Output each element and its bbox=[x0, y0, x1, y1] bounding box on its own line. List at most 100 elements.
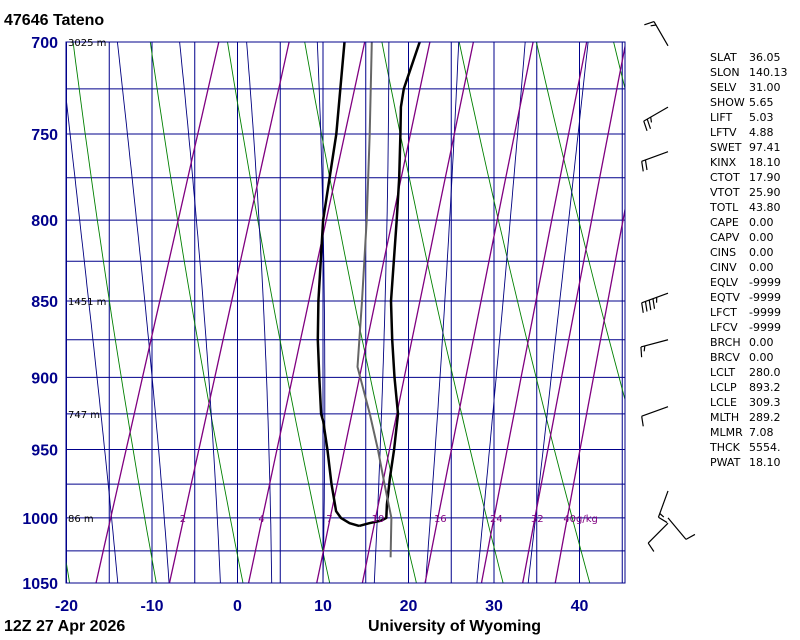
barb-feather bbox=[646, 118, 652, 129]
temperature-tick-label: -10 bbox=[140, 598, 163, 615]
barb-staff bbox=[641, 151, 669, 162]
index-key: SLON bbox=[710, 66, 740, 79]
index-key: MLMR bbox=[710, 426, 743, 439]
observation-time: 12Z 27 Apr 2026 bbox=[4, 618, 126, 635]
barb-staff bbox=[641, 406, 669, 417]
index-row-pwat: PWAT 18.10 bbox=[710, 455, 788, 470]
index-row-show: SHOW 5.65 bbox=[710, 95, 788, 110]
index-key: CTOT bbox=[710, 171, 740, 184]
wind-barb bbox=[667, 517, 696, 540]
barb-feather bbox=[641, 161, 644, 172]
adiabat-lines bbox=[66, 42, 625, 583]
organization-label: University of Wyoming bbox=[368, 618, 542, 635]
barb-feather bbox=[644, 20, 655, 26]
pressure-tick-label: 700 bbox=[31, 35, 58, 52]
index-row-mlth: MLTH 289.2 bbox=[710, 410, 788, 425]
moist-adiabat bbox=[527, 42, 589, 583]
pressure-tick-label: 850 bbox=[31, 294, 58, 311]
index-row-eqtv: EQTV -9999 bbox=[710, 290, 788, 305]
index-row-lfcv: LFCV -9999 bbox=[710, 320, 788, 335]
dewpoint-profile bbox=[316, 42, 360, 528]
wind-barb bbox=[647, 522, 669, 552]
index-row-lftv: LFTV 4.88 bbox=[710, 125, 788, 140]
index-value: 289.2 bbox=[749, 411, 781, 424]
index-key: LFCT bbox=[710, 306, 737, 319]
index-row-capv: CAPV 0.00 bbox=[710, 230, 788, 245]
mixing-ratio-label: 32 bbox=[531, 514, 544, 525]
dry-adiabat bbox=[72, 42, 157, 583]
temperature-tick-label: -20 bbox=[55, 598, 78, 615]
index-key: LIFT bbox=[710, 111, 733, 124]
mixing-ratio-line bbox=[168, 42, 290, 583]
index-row-kinx: KINX 18.10 bbox=[710, 155, 788, 170]
index-value: 43.80 bbox=[749, 201, 781, 214]
index-key: TOTL bbox=[710, 201, 739, 214]
dry-adiabat bbox=[149, 42, 244, 583]
height-label: 86 m bbox=[68, 514, 94, 525]
index-value: 0.00 bbox=[749, 351, 774, 364]
index-key: BRCH bbox=[710, 336, 741, 349]
barb-feather bbox=[644, 301, 648, 312]
wind-barb bbox=[643, 106, 669, 131]
stability-indices: SLAT 36.05 SLON 140.13 SELV 31.00 SHOW 5.65 LIFT… bbox=[710, 50, 788, 470]
moist-adiabat bbox=[179, 42, 221, 583]
moist-adiabat bbox=[425, 42, 460, 583]
index-row-selv: SELV 31.00 bbox=[710, 80, 788, 95]
barb-feather bbox=[650, 117, 653, 123]
barb-staff bbox=[640, 339, 669, 348]
mixing-ratio-line bbox=[522, 43, 625, 583]
index-key: LCLE bbox=[710, 396, 737, 409]
index-value: -9999 bbox=[749, 306, 781, 319]
index-value: 17.90 bbox=[749, 171, 781, 184]
axis-labels: 2 4 7 10 16 24 32 40g/kg70075080085090095010001… bbox=[22, 35, 598, 615]
index-value: 0.00 bbox=[749, 336, 774, 349]
index-value: 140.13 bbox=[749, 66, 788, 79]
index-value: 0.00 bbox=[749, 246, 774, 259]
temperature-tick-label: 0 bbox=[233, 598, 242, 615]
barb-staff bbox=[657, 490, 669, 518]
moist-adiabat bbox=[246, 42, 273, 583]
index-value: 5554. bbox=[749, 441, 781, 454]
index-row-mlmr: MLMR 7.08 bbox=[710, 425, 788, 440]
mixing-ratio-label: 16 bbox=[434, 514, 447, 525]
index-key: SLAT bbox=[710, 51, 737, 64]
index-key: CINV bbox=[710, 261, 737, 274]
parcel-path bbox=[356, 42, 393, 558]
dry-adiabat bbox=[227, 42, 331, 583]
barb-feather bbox=[644, 159, 648, 171]
barb-feather bbox=[641, 302, 644, 313]
pressure-tick-label: 800 bbox=[31, 213, 58, 230]
index-value: 5.03 bbox=[749, 111, 774, 124]
moist-adiabat bbox=[66, 92, 119, 583]
barb-feather bbox=[658, 516, 668, 524]
barb-staff bbox=[643, 106, 669, 122]
mixing-ratio-label: 40g/kg bbox=[563, 514, 598, 525]
mixing-ratio-line bbox=[316, 42, 431, 583]
mixing-ratio-label: 2 bbox=[180, 514, 186, 525]
dry-adiabat bbox=[535, 42, 625, 402]
mixing-ratio-label: 4 bbox=[258, 514, 264, 525]
index-key: CINS bbox=[710, 246, 737, 259]
mixing-ratio-label: 10 bbox=[372, 514, 385, 525]
moist-adiabat bbox=[116, 42, 170, 583]
wind-barb bbox=[641, 151, 669, 172]
index-row-swet: SWET 97.41 bbox=[710, 140, 788, 155]
index-row-brch: BRCH 0.00 bbox=[710, 335, 788, 350]
moist-adiabat bbox=[66, 574, 67, 583]
index-row-lfct: LFCT -9999 bbox=[710, 305, 788, 320]
wind-barb bbox=[644, 20, 669, 47]
index-key: VTOT bbox=[710, 186, 740, 199]
barb-feather bbox=[685, 533, 696, 540]
moist-adiabat bbox=[476, 42, 526, 583]
barb-feather bbox=[659, 513, 665, 518]
index-value: 0.00 bbox=[749, 216, 774, 229]
index-row-eqlv: EQLV -9999 bbox=[710, 275, 788, 290]
station-title: 47646 Tateno bbox=[4, 12, 105, 29]
wind-barb bbox=[641, 292, 669, 313]
index-value: 893.2 bbox=[749, 381, 781, 394]
barb-feather bbox=[640, 346, 643, 358]
index-key: KINX bbox=[710, 156, 737, 169]
index-row-vtot: VTOT 25.90 bbox=[710, 185, 788, 200]
mixing-ratio-label: 7 bbox=[326, 514, 332, 525]
index-value: -9999 bbox=[749, 276, 781, 289]
